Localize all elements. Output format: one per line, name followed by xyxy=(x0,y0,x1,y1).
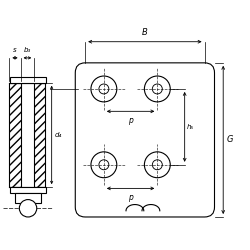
Bar xyxy=(10,187,46,193)
Circle shape xyxy=(91,152,117,178)
Text: h₅: h₅ xyxy=(187,124,194,130)
Bar xyxy=(10,83,20,187)
Circle shape xyxy=(19,200,37,217)
Circle shape xyxy=(91,76,117,102)
Text: p: p xyxy=(128,193,133,202)
Bar xyxy=(10,76,46,83)
Text: s: s xyxy=(13,48,17,54)
Bar xyxy=(10,83,20,187)
Circle shape xyxy=(99,84,109,94)
Bar xyxy=(34,83,46,187)
FancyBboxPatch shape xyxy=(75,63,214,217)
Text: G: G xyxy=(226,136,233,144)
Bar xyxy=(15,193,41,203)
Text: B: B xyxy=(142,28,148,37)
Circle shape xyxy=(144,76,170,102)
Circle shape xyxy=(99,160,109,170)
Text: p: p xyxy=(128,116,133,125)
Bar xyxy=(34,83,46,187)
Text: b₃: b₃ xyxy=(24,48,31,54)
Circle shape xyxy=(152,84,162,94)
Circle shape xyxy=(152,160,162,170)
Text: d₄: d₄ xyxy=(55,132,62,138)
Circle shape xyxy=(144,152,170,178)
